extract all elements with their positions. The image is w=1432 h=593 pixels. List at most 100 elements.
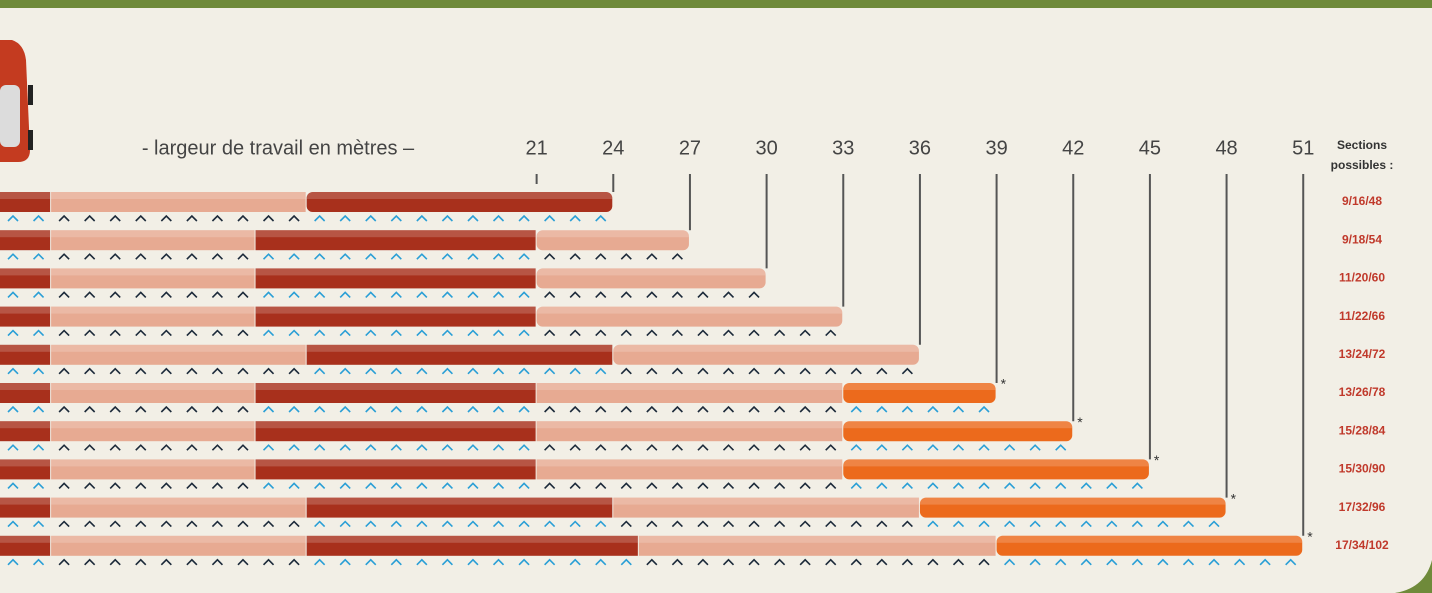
nozzle [569, 253, 581, 260]
bar-shine [0, 421, 51, 429]
nozzle [160, 291, 172, 298]
nozzle [84, 405, 96, 413]
nozzle [492, 214, 505, 222]
nozzle [288, 444, 300, 451]
nozzle [237, 329, 249, 337]
nozzle [1182, 558, 1195, 566]
nozzle [671, 558, 683, 566]
bar-segment [0, 230, 51, 251]
nozzle [58, 367, 70, 375]
bar-shine [613, 344, 919, 352]
bar-shine [0, 497, 51, 505]
nozzle [416, 405, 428, 413]
nozzle [58, 329, 70, 337]
nozzle [1106, 558, 1118, 566]
nozzle [799, 405, 811, 413]
bar-shine [255, 383, 536, 390]
bar-segment [638, 535, 996, 556]
nozzle [58, 291, 70, 298]
nozzle [339, 558, 351, 566]
nozzle [109, 214, 121, 222]
nozzle [237, 253, 249, 260]
nozzle [671, 482, 683, 489]
bar-shine [255, 306, 536, 314]
nozzle [135, 329, 147, 337]
tractor-mirror [28, 130, 33, 150]
nozzle [1106, 482, 1118, 489]
nozzle [595, 329, 607, 337]
nozzle [492, 558, 505, 566]
nozzle [84, 291, 96, 298]
bar-shine [51, 421, 255, 429]
nozzle [390, 367, 402, 375]
nozzle [952, 482, 965, 489]
nozzle [1131, 558, 1143, 566]
nozzle [620, 444, 632, 451]
nozzle [518, 367, 530, 375]
nozzle [518, 482, 530, 489]
nozzle [1004, 482, 1016, 489]
bar-segment [843, 459, 1149, 480]
nozzle [32, 558, 45, 566]
bar-segment [536, 306, 843, 327]
nozzle [441, 444, 453, 451]
nozzle [390, 405, 402, 413]
bar-shine [51, 230, 255, 238]
nozzle [544, 329, 556, 337]
nozzle [365, 558, 377, 566]
nozzle [1055, 558, 1067, 566]
nozzle [1259, 558, 1271, 566]
footnote-mark: * [1077, 414, 1083, 430]
bar-segment [843, 383, 996, 403]
bar-shine [306, 192, 613, 199]
bar-shine [536, 230, 689, 238]
nozzle [84, 214, 96, 222]
bar-segment [996, 535, 1303, 556]
nozzle [7, 444, 19, 451]
nozzle [748, 329, 760, 337]
bar-shine [0, 535, 51, 543]
nozzle [671, 444, 683, 451]
bar-segment [255, 268, 536, 289]
nozzle [84, 520, 96, 528]
nozzle [58, 444, 70, 451]
nozzle [901, 558, 913, 566]
nozzle [314, 291, 326, 298]
bar-segment [919, 497, 1226, 518]
bar-segment [0, 268, 51, 289]
bar-segment [843, 421, 1073, 442]
nozzle [544, 482, 556, 489]
nozzle [416, 253, 428, 260]
bar-segment [51, 459, 255, 480]
nozzle [390, 444, 402, 451]
nozzle [416, 367, 428, 375]
footnote-mark: * [1001, 376, 1007, 392]
nozzle [237, 558, 249, 566]
nozzle [518, 214, 530, 222]
nozzle [850, 520, 862, 528]
nozzle [927, 405, 939, 413]
bar-shine [0, 268, 51, 276]
bar-segment [536, 230, 689, 251]
nozzle [339, 444, 351, 451]
nozzle [84, 482, 96, 489]
nozzle [1029, 482, 1041, 489]
bar-shine [51, 344, 306, 352]
nozzle [1029, 558, 1041, 566]
nozzle [262, 367, 275, 375]
nozzle [390, 482, 402, 489]
bar-shine [255, 459, 536, 467]
nozzle [339, 367, 351, 375]
nozzle [595, 405, 607, 413]
nozzle [722, 291, 735, 298]
sections-label: 9/16/48 [1342, 194, 1382, 208]
nozzle [1285, 558, 1297, 566]
nozzle [7, 405, 19, 413]
nozzle [825, 444, 837, 451]
nozzle [186, 482, 198, 489]
nozzle [544, 444, 556, 451]
nozzle [314, 253, 326, 260]
bar-shine [843, 421, 1073, 429]
nozzle [390, 291, 402, 298]
nozzle [595, 444, 607, 451]
